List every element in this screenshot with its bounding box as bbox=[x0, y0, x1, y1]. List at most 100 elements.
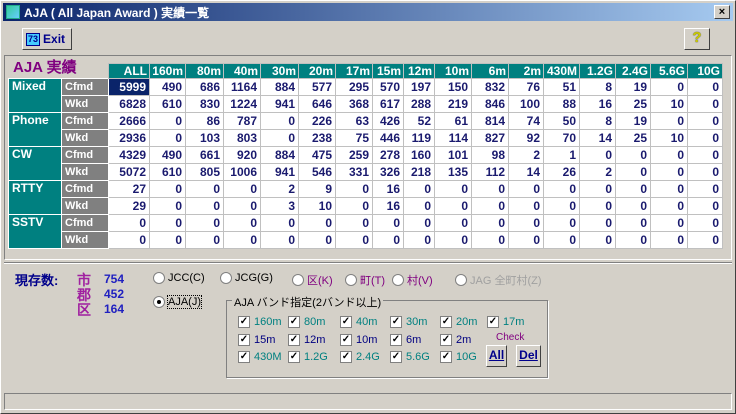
table-cell[interactable]: 61 bbox=[434, 112, 472, 130]
table-cell[interactable]: 119 bbox=[403, 129, 435, 147]
table-cell[interactable]: 14 bbox=[508, 163, 544, 181]
table-cell[interactable]: 0 bbox=[650, 78, 688, 96]
table-cell[interactable]: 2 bbox=[260, 180, 299, 198]
table-cell[interactable]: 98 bbox=[471, 146, 509, 164]
table-cell[interactable]: 88 bbox=[543, 95, 580, 113]
table-cell[interactable]: 0 bbox=[149, 197, 186, 215]
table-cell[interactable]: 941 bbox=[260, 95, 299, 113]
checkbox-icon[interactable]: ✓ bbox=[288, 316, 300, 328]
table-cell[interactable]: 0 bbox=[687, 197, 723, 215]
table-cell[interactable]: 610 bbox=[149, 163, 186, 181]
table-cell[interactable]: 0 bbox=[260, 231, 299, 249]
table-cell[interactable]: 2 bbox=[579, 163, 616, 181]
table-cell[interactable]: 0 bbox=[108, 231, 150, 249]
table-cell[interactable]: 114 bbox=[434, 129, 472, 147]
table-cell[interactable]: 0 bbox=[335, 214, 373, 232]
table-cell[interactable]: 827 bbox=[471, 129, 509, 147]
table-cell[interactable]: 570 bbox=[372, 78, 404, 96]
table-cell[interactable]: 112 bbox=[471, 163, 509, 181]
table-cell[interactable]: 0 bbox=[508, 231, 544, 249]
table-cell[interactable]: 546 bbox=[298, 163, 336, 181]
table-cell[interactable]: 846 bbox=[471, 95, 509, 113]
table-cell[interactable]: 0 bbox=[298, 231, 336, 249]
table-cell[interactable]: 884 bbox=[260, 78, 299, 96]
band-checkbox-2.4g[interactable]: ✓ 2.4G bbox=[340, 351, 380, 363]
table-cell[interactable]: 0 bbox=[185, 231, 224, 249]
band-checkbox-10g[interactable]: ✓ 10G bbox=[440, 351, 477, 363]
column-header-2m[interactable]: 2m bbox=[508, 63, 544, 79]
radio-indicator[interactable] bbox=[220, 272, 232, 284]
column-header-15m[interactable]: 15m bbox=[372, 63, 404, 79]
table-cell[interactable]: 16 bbox=[372, 197, 404, 215]
table-cell[interactable]: 4329 bbox=[108, 146, 150, 164]
table-cell[interactable]: 0 bbox=[260, 129, 299, 147]
table-cell[interactable]: 74 bbox=[508, 112, 544, 130]
table-cell[interactable]: 0 bbox=[471, 197, 509, 215]
exit-button[interactable]: 73 Exit bbox=[22, 28, 72, 50]
table-cell[interactable]: 218 bbox=[403, 163, 435, 181]
table-cell[interactable]: 0 bbox=[223, 214, 261, 232]
table-cell[interactable]: 941 bbox=[260, 163, 299, 181]
table-cell[interactable]: 0 bbox=[372, 214, 404, 232]
uncheck-all-button[interactable]: Del bbox=[516, 345, 541, 367]
column-header-17m[interactable]: 17m bbox=[335, 63, 373, 79]
table-cell[interactable]: 0 bbox=[149, 214, 186, 232]
table-cell[interactable]: 19 bbox=[615, 78, 651, 96]
award-radio[interactable]: 村(V) bbox=[392, 272, 433, 288]
table-cell[interactable]: 100 bbox=[508, 95, 544, 113]
table-cell[interactable]: 920 bbox=[223, 146, 261, 164]
band-checkbox-30m[interactable]: ✓ 30m bbox=[390, 316, 427, 328]
checkbox-icon[interactable]: ✓ bbox=[487, 316, 499, 328]
checkbox-icon[interactable]: ✓ bbox=[288, 334, 300, 346]
band-checkbox-40m[interactable]: ✓ 40m bbox=[340, 316, 377, 328]
table-cell[interactable]: 75 bbox=[335, 129, 373, 147]
table-cell[interactable]: 2666 bbox=[108, 112, 150, 130]
table-cell[interactable]: 0 bbox=[260, 214, 299, 232]
table-cell[interactable]: 26 bbox=[543, 163, 580, 181]
table-cell[interactable]: 0 bbox=[403, 180, 435, 198]
table-cell[interactable]: 0 bbox=[434, 214, 472, 232]
checkbox-icon[interactable]: ✓ bbox=[238, 334, 250, 346]
table-cell[interactable]: 0 bbox=[687, 112, 723, 130]
table-cell[interactable]: 805 bbox=[185, 163, 224, 181]
table-cell[interactable]: 0 bbox=[615, 180, 651, 198]
table-cell[interactable]: 0 bbox=[403, 231, 435, 249]
table-cell[interactable]: 135 bbox=[434, 163, 472, 181]
checkbox-icon[interactable]: ✓ bbox=[340, 351, 352, 363]
table-cell[interactable]: 219 bbox=[434, 95, 472, 113]
table-cell[interactable]: 76 bbox=[508, 78, 544, 96]
table-cell[interactable]: 8 bbox=[579, 112, 616, 130]
table-cell[interactable]: 0 bbox=[223, 180, 261, 198]
band-checkbox-80m[interactable]: ✓ 80m bbox=[288, 316, 325, 328]
table-cell[interactable]: 0 bbox=[149, 231, 186, 249]
close-button[interactable]: × bbox=[714, 5, 730, 19]
table-cell[interactable]: 5072 bbox=[108, 163, 150, 181]
table-cell[interactable]: 238 bbox=[298, 129, 336, 147]
table-cell[interactable]: 832 bbox=[471, 78, 509, 96]
table-cell[interactable]: 10 bbox=[650, 95, 688, 113]
band-checkbox-20m[interactable]: ✓ 20m bbox=[440, 316, 477, 328]
column-header-6m[interactable]: 6m bbox=[471, 63, 509, 79]
table-cell[interactable]: 0 bbox=[471, 180, 509, 198]
table-cell[interactable]: 51 bbox=[543, 78, 580, 96]
band-checkbox-160m[interactable]: ✓ 160m bbox=[238, 316, 282, 328]
checkbox-icon[interactable]: ✓ bbox=[340, 334, 352, 346]
table-cell[interactable]: 288 bbox=[403, 95, 435, 113]
table-cell[interactable]: 0 bbox=[185, 197, 224, 215]
radio-indicator[interactable] bbox=[455, 274, 467, 286]
table-cell[interactable]: 0 bbox=[543, 231, 580, 249]
checkbox-icon[interactable]: ✓ bbox=[390, 334, 402, 346]
table-cell[interactable]: 0 bbox=[223, 231, 261, 249]
table-cell[interactable]: 0 bbox=[650, 197, 688, 215]
table-cell[interactable]: 617 bbox=[372, 95, 404, 113]
table-cell[interactable]: 101 bbox=[434, 146, 472, 164]
column-header-all[interactable]: ALL bbox=[108, 63, 150, 79]
table-cell[interactable]: 646 bbox=[298, 95, 336, 113]
table-cell[interactable]: 27 bbox=[108, 180, 150, 198]
table-cell[interactable]: 1 bbox=[543, 146, 580, 164]
table-cell[interactable]: 0 bbox=[434, 231, 472, 249]
column-header-20m[interactable]: 20m bbox=[298, 63, 336, 79]
column-header-160m[interactable]: 160m bbox=[149, 63, 186, 79]
table-cell[interactable]: 1224 bbox=[223, 95, 261, 113]
table-cell[interactable]: 150 bbox=[434, 78, 472, 96]
